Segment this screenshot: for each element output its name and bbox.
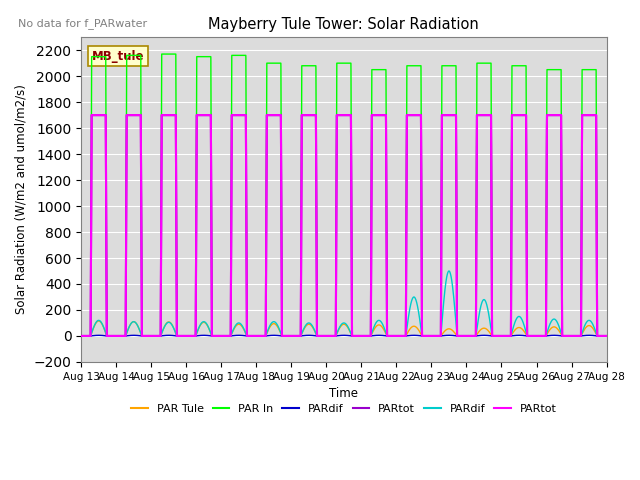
Text: No data for f_PARwater: No data for f_PARwater xyxy=(18,18,147,29)
Title: Mayberry Tule Tower: Solar Radiation: Mayberry Tule Tower: Solar Radiation xyxy=(209,17,479,32)
Y-axis label: Solar Radiation (W/m2 and umol/m2/s): Solar Radiation (W/m2 and umol/m2/s) xyxy=(15,84,28,314)
Legend: PAR Tule, PAR In, PARdif, PARtot, PARdif, PARtot: PAR Tule, PAR In, PARdif, PARtot, PARdif… xyxy=(127,399,561,418)
X-axis label: Time: Time xyxy=(330,387,358,400)
Text: MB_tule: MB_tule xyxy=(92,50,144,63)
